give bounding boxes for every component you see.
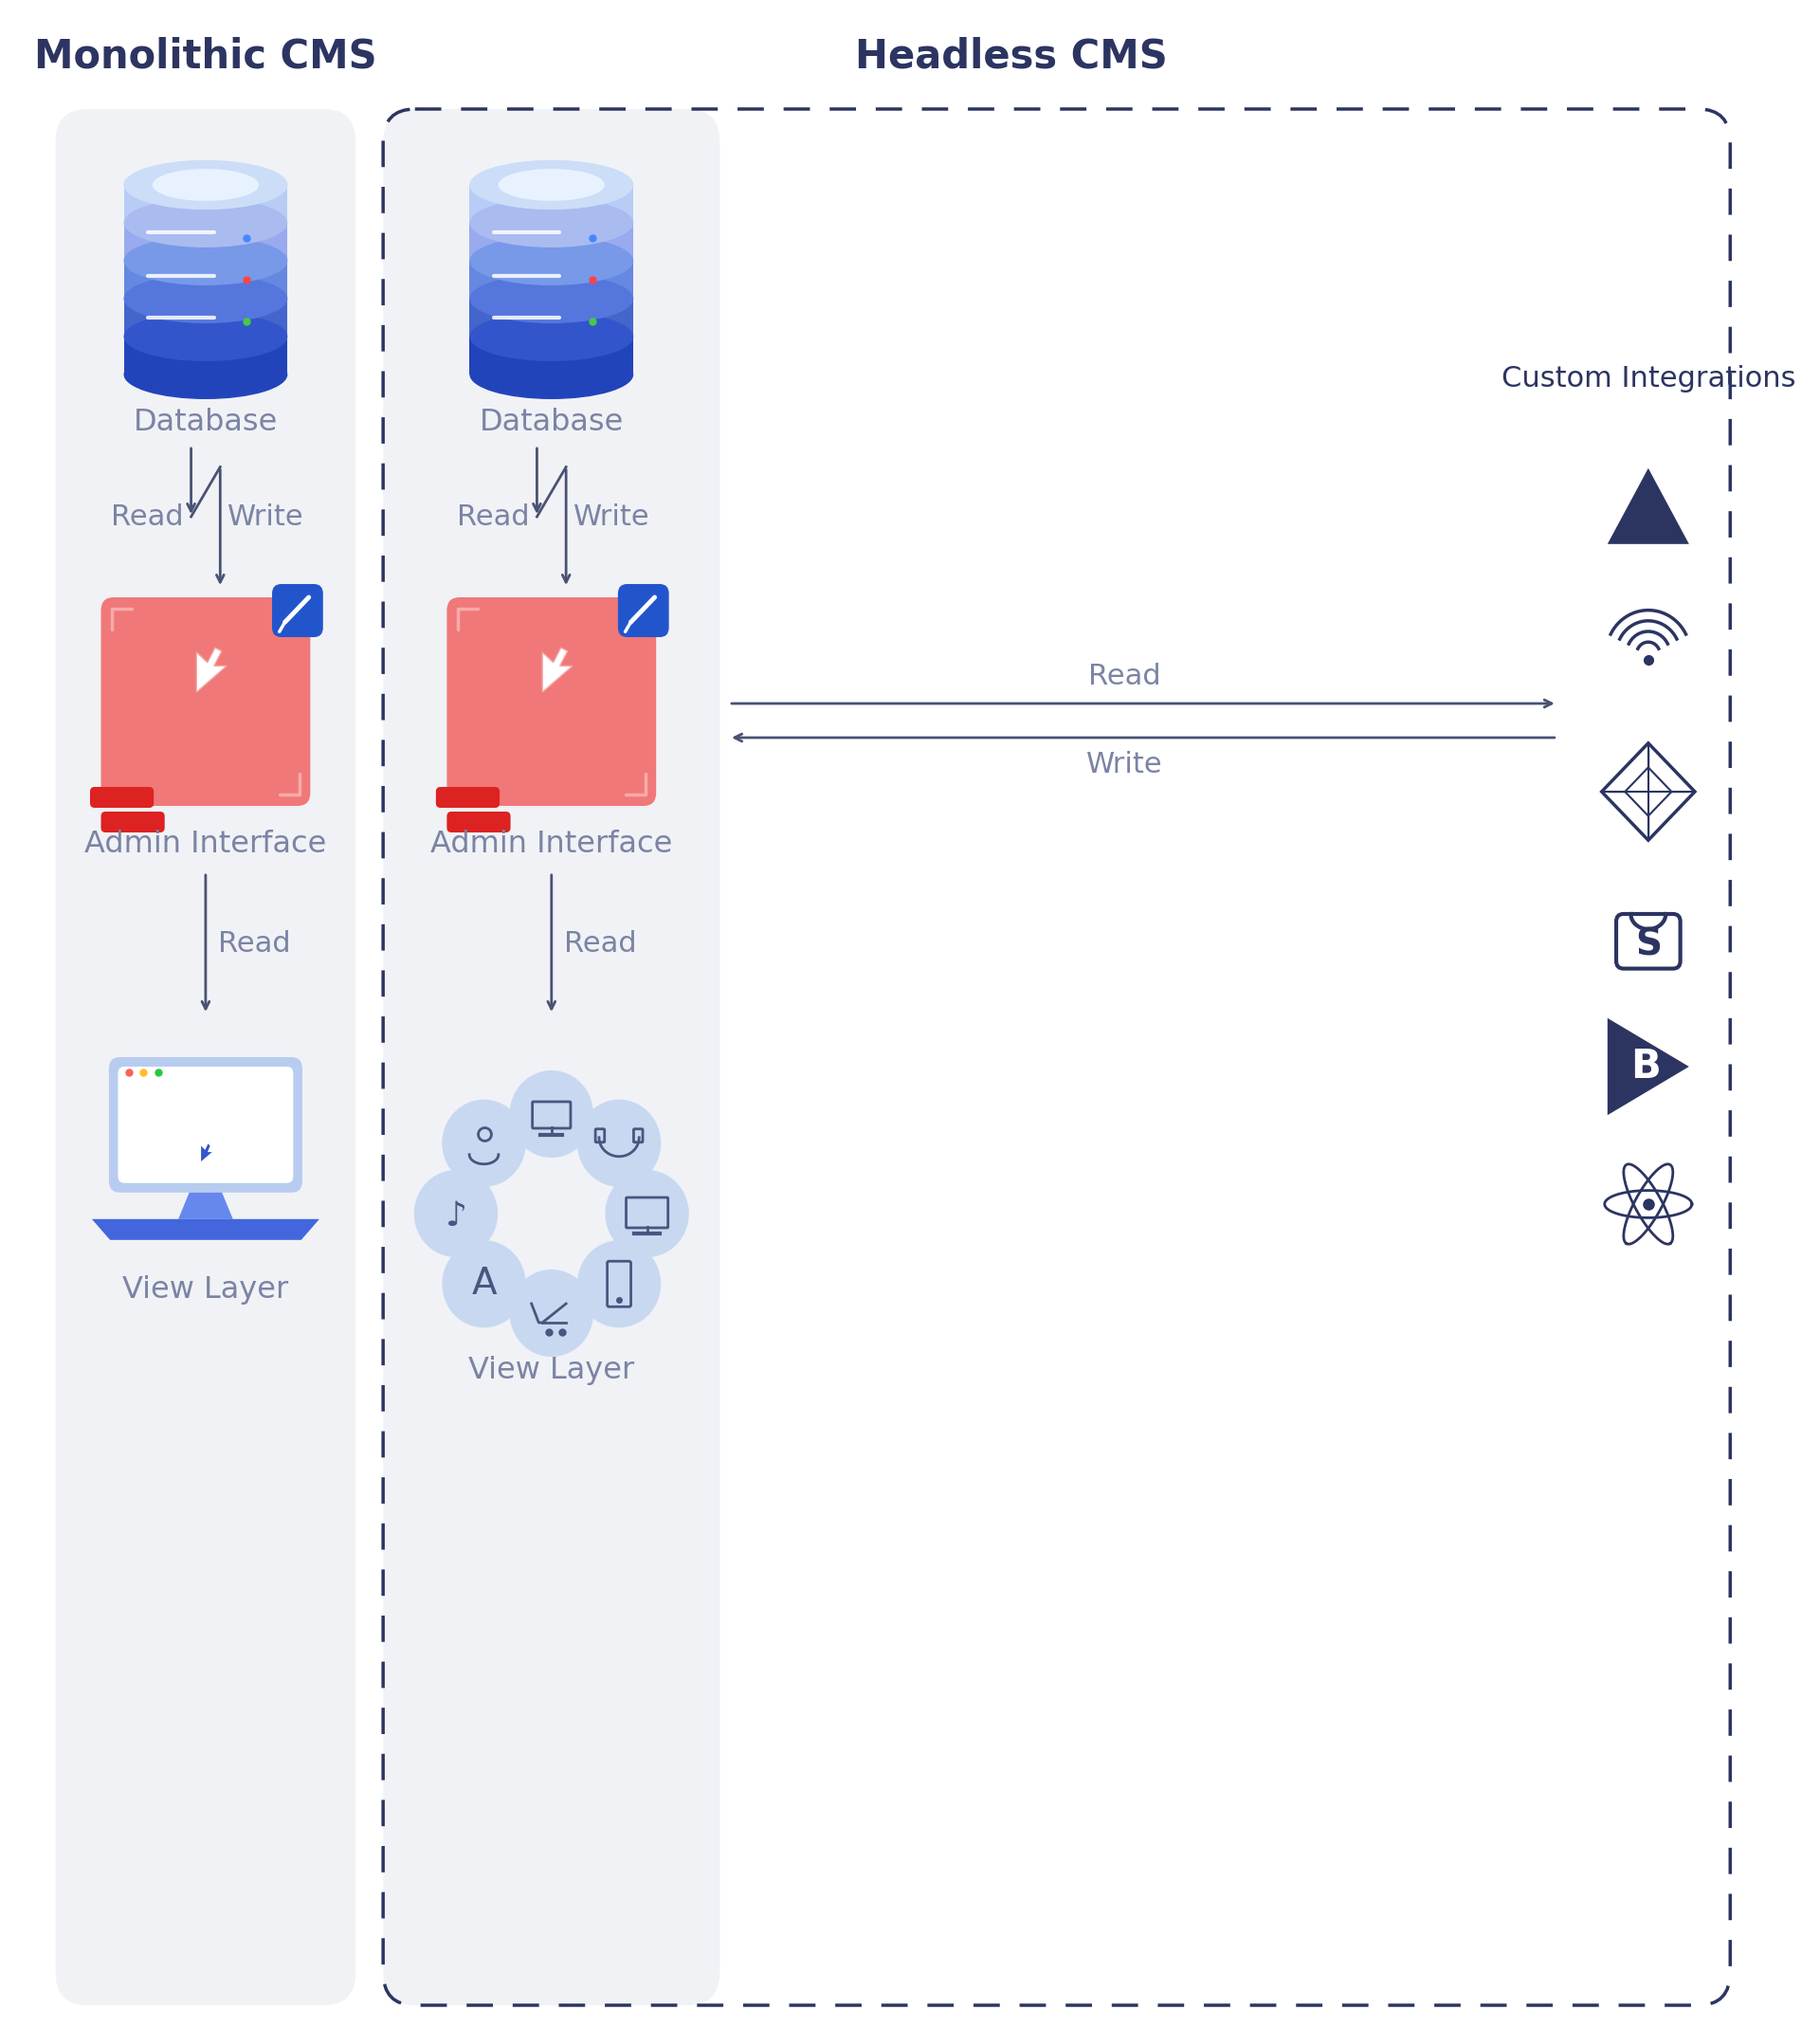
Polygon shape: [1607, 1018, 1689, 1115]
FancyBboxPatch shape: [89, 787, 153, 807]
Polygon shape: [470, 223, 633, 262]
Circle shape: [510, 1071, 593, 1158]
Circle shape: [415, 1170, 499, 1257]
Text: Database: Database: [479, 408, 624, 438]
Circle shape: [510, 1270, 593, 1357]
Text: Read: Read: [1088, 663, 1161, 690]
Text: View Layer: View Layer: [468, 1357, 635, 1385]
Ellipse shape: [124, 160, 288, 209]
Circle shape: [442, 1099, 526, 1186]
Text: Write: Write: [1087, 750, 1163, 779]
Text: A: A: [471, 1265, 497, 1302]
Polygon shape: [124, 337, 288, 375]
Circle shape: [577, 1241, 661, 1328]
Ellipse shape: [470, 235, 633, 286]
Ellipse shape: [124, 235, 288, 286]
Text: Custom Integrations: Custom Integrations: [1502, 365, 1795, 393]
Text: Database: Database: [133, 408, 278, 438]
Polygon shape: [470, 337, 633, 375]
Polygon shape: [470, 262, 633, 298]
FancyBboxPatch shape: [118, 1067, 293, 1182]
Ellipse shape: [499, 168, 604, 201]
FancyBboxPatch shape: [100, 598, 309, 805]
FancyBboxPatch shape: [271, 584, 322, 637]
Polygon shape: [1607, 468, 1689, 544]
Ellipse shape: [470, 199, 633, 247]
Text: Write: Write: [228, 503, 304, 531]
Ellipse shape: [470, 312, 633, 361]
Polygon shape: [197, 647, 226, 692]
Polygon shape: [124, 185, 288, 223]
Text: B: B: [1631, 1046, 1660, 1087]
FancyBboxPatch shape: [437, 787, 500, 807]
Text: View Layer: View Layer: [122, 1276, 289, 1304]
FancyBboxPatch shape: [384, 110, 721, 2006]
Polygon shape: [178, 1192, 233, 1219]
Text: ♪: ♪: [446, 1201, 466, 1233]
FancyBboxPatch shape: [100, 811, 164, 831]
Text: Admin Interface: Admin Interface: [431, 829, 673, 860]
Circle shape: [606, 1170, 690, 1257]
Text: Read: Read: [564, 929, 637, 957]
Ellipse shape: [124, 351, 288, 400]
FancyBboxPatch shape: [619, 584, 670, 637]
Ellipse shape: [124, 274, 288, 322]
Text: Read: Read: [111, 503, 184, 531]
Polygon shape: [470, 185, 633, 223]
Text: Read: Read: [457, 503, 530, 531]
FancyBboxPatch shape: [55, 110, 355, 2006]
Polygon shape: [124, 262, 288, 298]
Circle shape: [442, 1241, 526, 1328]
Polygon shape: [542, 647, 573, 692]
Text: S: S: [1634, 927, 1662, 963]
Ellipse shape: [470, 274, 633, 322]
Polygon shape: [470, 298, 633, 337]
Circle shape: [577, 1099, 661, 1186]
Text: Admin Interface: Admin Interface: [84, 829, 326, 860]
Ellipse shape: [124, 312, 288, 361]
Text: Write: Write: [573, 503, 650, 531]
Text: Monolithic CMS: Monolithic CMS: [35, 37, 377, 77]
Polygon shape: [91, 1219, 318, 1239]
Polygon shape: [124, 223, 288, 262]
Polygon shape: [124, 298, 288, 337]
Ellipse shape: [153, 168, 258, 201]
Ellipse shape: [124, 199, 288, 247]
FancyBboxPatch shape: [109, 1057, 302, 1192]
Polygon shape: [200, 1144, 213, 1162]
FancyBboxPatch shape: [448, 811, 511, 831]
Text: Headless CMS: Headless CMS: [855, 37, 1167, 77]
Ellipse shape: [124, 160, 288, 209]
Ellipse shape: [470, 160, 633, 209]
Ellipse shape: [470, 351, 633, 400]
FancyBboxPatch shape: [448, 598, 657, 805]
Ellipse shape: [470, 160, 633, 209]
Text: Read: Read: [218, 929, 291, 957]
